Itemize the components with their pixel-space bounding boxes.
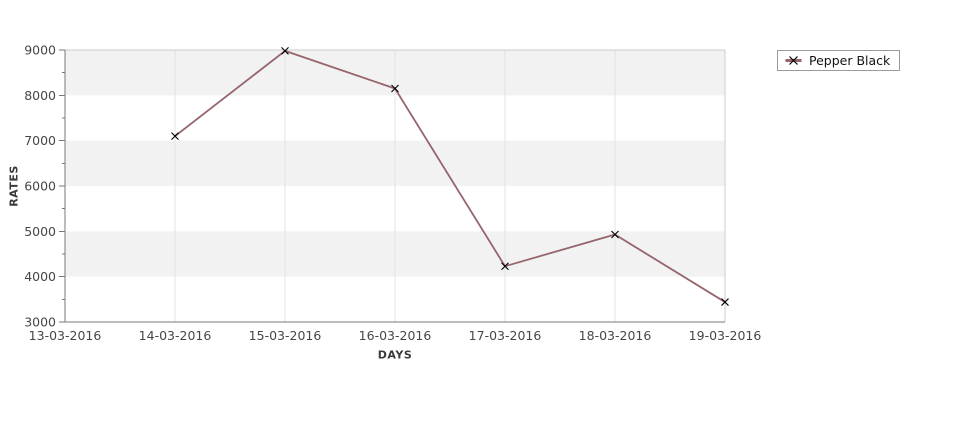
- x-axis-title: DAYS: [377, 348, 413, 362]
- x-tick-label: 19-03-2016: [689, 328, 762, 343]
- data-point-x-marker: [171, 132, 179, 141]
- data-point-x-marker: [281, 47, 289, 55]
- data-point-x-marker: [501, 262, 509, 271]
- x-tick-label: 13-03-2016: [29, 328, 102, 343]
- x-tick-label: 14-03-2016: [139, 328, 212, 343]
- y-tick-label: 6000: [24, 179, 56, 194]
- data-point-x-marker: [391, 84, 399, 93]
- y-tick-label: 7000: [24, 133, 56, 148]
- y-tick-label: 3000: [24, 315, 56, 330]
- data-point-x-marker: [611, 230, 619, 239]
- series-line: [174, 50, 726, 303]
- y-tick-label: 9000: [24, 43, 56, 58]
- legend: Pepper Black: [777, 50, 901, 71]
- legend-x-marker: [789, 56, 798, 65]
- legend-series-label: Pepper Black: [809, 53, 891, 68]
- y-tick-label: 5000: [24, 224, 56, 239]
- x-tick-label: 15-03-2016: [249, 328, 322, 343]
- x-tick-label: 18-03-2016: [579, 328, 652, 343]
- y-axis-title: RATES: [7, 165, 21, 207]
- x-tick-label: 16-03-2016: [359, 328, 432, 343]
- series-line-marker-icon: [785, 56, 802, 65]
- y-tick-label: 4000: [24, 269, 56, 284]
- data-point-x-marker: [721, 298, 729, 306]
- x-tick-label: 17-03-2016: [469, 328, 542, 343]
- y-tick-label: 8000: [24, 88, 56, 103]
